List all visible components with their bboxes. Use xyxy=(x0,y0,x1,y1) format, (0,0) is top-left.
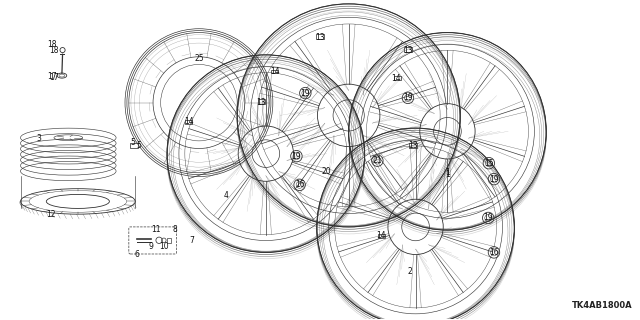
Text: 1: 1 xyxy=(445,168,450,177)
Bar xyxy=(316,34,324,39)
Text: 16: 16 xyxy=(489,248,499,257)
Text: 18: 18 xyxy=(49,45,58,55)
Text: 17: 17 xyxy=(47,72,57,81)
Bar xyxy=(394,76,401,80)
Text: 13: 13 xyxy=(315,33,325,42)
Bar xyxy=(404,47,412,52)
Text: 19: 19 xyxy=(292,152,301,161)
Text: 17: 17 xyxy=(49,73,58,82)
Text: 21: 21 xyxy=(372,156,382,165)
Text: 5: 5 xyxy=(131,138,136,147)
Text: 16: 16 xyxy=(295,180,305,189)
Text: 14: 14 xyxy=(376,231,386,240)
Bar xyxy=(184,120,191,124)
Bar xyxy=(271,69,278,73)
Text: 3: 3 xyxy=(36,134,41,143)
Text: 14: 14 xyxy=(184,117,194,126)
Text: 12: 12 xyxy=(46,210,56,219)
Text: 2: 2 xyxy=(408,267,412,276)
Text: 4: 4 xyxy=(224,190,228,200)
Text: 19: 19 xyxy=(301,89,310,98)
Text: 8: 8 xyxy=(173,225,178,234)
Text: 14: 14 xyxy=(392,74,401,83)
Text: 1: 1 xyxy=(445,170,450,179)
Text: 10: 10 xyxy=(159,242,169,251)
Text: 6: 6 xyxy=(134,250,140,259)
Text: 13: 13 xyxy=(408,141,418,150)
Bar xyxy=(409,143,417,148)
Text: 9: 9 xyxy=(148,242,154,251)
Text: 25: 25 xyxy=(194,53,204,62)
Bar xyxy=(257,99,265,104)
Text: 11: 11 xyxy=(151,225,161,234)
Text: 14: 14 xyxy=(271,67,280,76)
Text: 7: 7 xyxy=(189,236,194,245)
Text: 19: 19 xyxy=(403,93,413,102)
Text: 19: 19 xyxy=(489,175,499,184)
Text: TK4AB1800A: TK4AB1800A xyxy=(572,301,632,310)
Text: 15: 15 xyxy=(484,159,493,168)
Text: 13: 13 xyxy=(403,45,413,55)
Text: 5: 5 xyxy=(136,141,141,150)
Bar xyxy=(130,143,138,148)
Text: 19: 19 xyxy=(483,213,493,222)
Text: 20: 20 xyxy=(321,167,331,176)
Bar xyxy=(378,234,385,238)
Text: 13: 13 xyxy=(257,98,266,107)
Bar xyxy=(167,238,171,243)
Text: 18: 18 xyxy=(47,40,57,49)
